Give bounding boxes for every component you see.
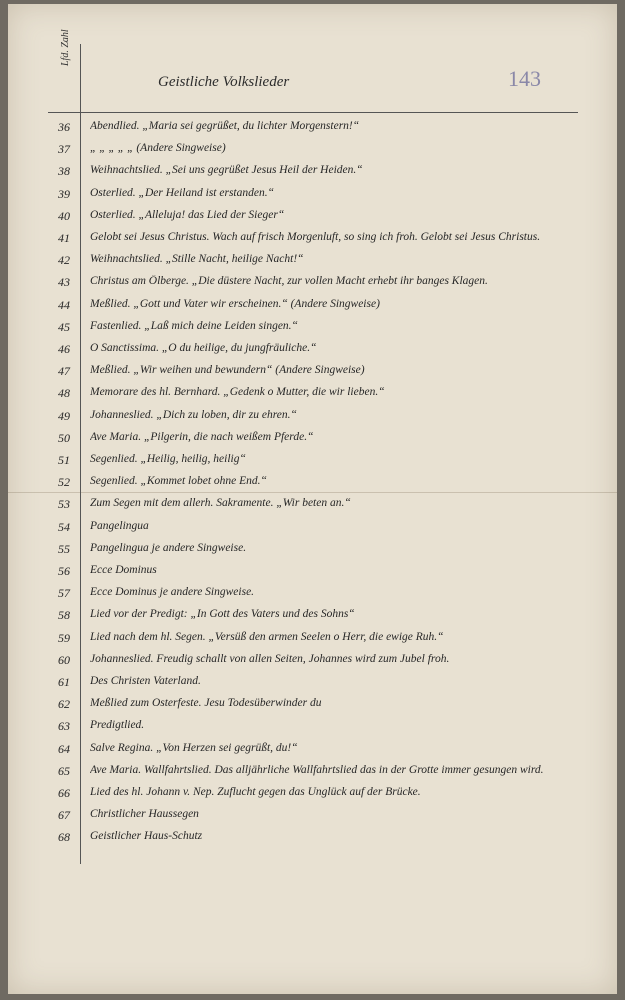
- row-number: 51: [58, 453, 70, 467]
- row-number: 43: [58, 275, 70, 290]
- song-entry: Pangelingua: [90, 519, 149, 532]
- header-rule: [48, 112, 578, 113]
- song-entry: Predigtlied.: [90, 719, 145, 732]
- song-entry: Segenlied. „Heilig, heilig, heilig“: [90, 453, 246, 465]
- song-entry: Zum Segen mit dem allerh. Sakramente. „W…: [90, 497, 351, 510]
- row-number: 46: [58, 342, 70, 356]
- row-number: 61: [58, 675, 70, 689]
- song-entry: Memorare des hl. Bernhard. „Gedenk o Mut…: [90, 386, 385, 399]
- page-title: Geistliche Volkslieder: [158, 74, 290, 90]
- row-number: 64: [58, 741, 70, 756]
- row-number: 39: [58, 186, 70, 201]
- row-number: 54: [58, 519, 70, 534]
- row-number: 57: [58, 586, 70, 601]
- song-entry: Geistlicher Haus-Schutz: [90, 830, 203, 843]
- song-entry: Fastenlied. „Laß mich deine Leiden singe…: [90, 319, 298, 332]
- row-number: 63: [58, 719, 70, 734]
- song-entry: Des Christen Vaterland.: [90, 675, 201, 687]
- song-entry: Lied nach dem hl. Segen. „Versüß den arm…: [90, 630, 444, 643]
- row-number: 68: [58, 830, 70, 845]
- row-number: 37: [58, 142, 70, 157]
- song-entry: „ „ „ „ „ (Andere Singweise): [90, 142, 226, 155]
- row-number: 44: [58, 297, 70, 312]
- song-entry: Ave Maria. „Pilgerin, die nach weißem Pf…: [90, 430, 314, 443]
- row-number: 50: [58, 430, 70, 445]
- song-entry: Meßlied zum Osterfeste. Jesu Todesüberwi…: [90, 697, 322, 710]
- row-number: 67: [58, 808, 70, 823]
- song-entry: Christlicher Haussegen: [90, 808, 199, 821]
- song-entry: Salve Regina. „Von Herzen sei gegrüßt, d…: [90, 741, 298, 754]
- row-number: 59: [58, 630, 70, 645]
- row-number: 48: [58, 386, 70, 401]
- row-number: 53: [58, 497, 70, 512]
- row-number: 60: [58, 652, 70, 667]
- row-number: 36: [58, 120, 70, 134]
- song-entry: Johanneslied. „Dich zu loben, dir zu ehr…: [90, 408, 297, 421]
- column-rule: [80, 44, 81, 864]
- song-entry: Osterlied. „Der Heiland ist erstanden.“: [90, 186, 274, 199]
- row-number: 47: [58, 364, 70, 379]
- paper: Lfd. Zahl Geistliche Volkslieder 143 36 A…: [8, 4, 617, 994]
- song-entry: Johanneslied. Freudig schallt von allen …: [90, 652, 450, 665]
- row-number: 41: [58, 231, 70, 245]
- number-column-label: Lfd. Zahl: [60, 29, 71, 66]
- song-entry: Ave Maria. Wallfahrtslied. Das alljährli…: [90, 763, 544, 776]
- song-entry: Ecce Dominus je andere Singweise.: [90, 586, 255, 599]
- page-number: 143: [508, 66, 541, 91]
- song-entry: Lied des hl. Johann v. Nep. Zuflucht geg…: [90, 786, 421, 798]
- song-entry: Ecce Dominus: [90, 564, 157, 576]
- song-entry: Meßlied. „Wir weihen und bewundern“ (And…: [90, 364, 365, 377]
- paper-fold: [8, 492, 617, 493]
- row-number: 55: [58, 541, 70, 556]
- song-entry: Weihnachtslied. „Sei uns gegrüßet Jesus …: [90, 164, 363, 177]
- row-number: 45: [58, 319, 70, 334]
- song-entry: Gelobt sei Jesus Christus. Wach auf fris…: [90, 231, 541, 243]
- song-entry: Osterlied. „Alleluja! das Lied der Siege…: [90, 208, 285, 221]
- row-number: 65: [58, 763, 70, 778]
- row-number: 62: [58, 697, 70, 712]
- song-entry: Abendlied. „Maria sei gegrüßet, du licht…: [90, 120, 360, 132]
- song-entry: Christus am Ölberge. „Die düstere Nacht,…: [90, 275, 488, 288]
- row-number: 38: [58, 164, 70, 179]
- song-entry: Meßlied. „Gott und Vater wir erscheinen.…: [90, 297, 380, 310]
- row-number: 40: [58, 208, 70, 223]
- song-entry: Segenlied. „Kommet lobet ohne End.“: [90, 475, 267, 488]
- song-entry: O Sanctissima. „O du heilige, du jungfrä…: [90, 342, 317, 354]
- song-entry: Weihnachtslied. „Stille Nacht, heilige N…: [90, 253, 304, 266]
- row-number: 49: [58, 408, 70, 423]
- song-entry: Pangelingua je andere Singweise.: [90, 541, 247, 554]
- row-number: 58: [58, 608, 70, 623]
- row-number: 52: [58, 475, 70, 490]
- song-entry: Lied vor der Predigt: „In Gott des Vater…: [90, 608, 355, 621]
- row-number: 42: [58, 253, 70, 268]
- row-number: 56: [58, 564, 70, 578]
- row-number: 66: [58, 786, 70, 800]
